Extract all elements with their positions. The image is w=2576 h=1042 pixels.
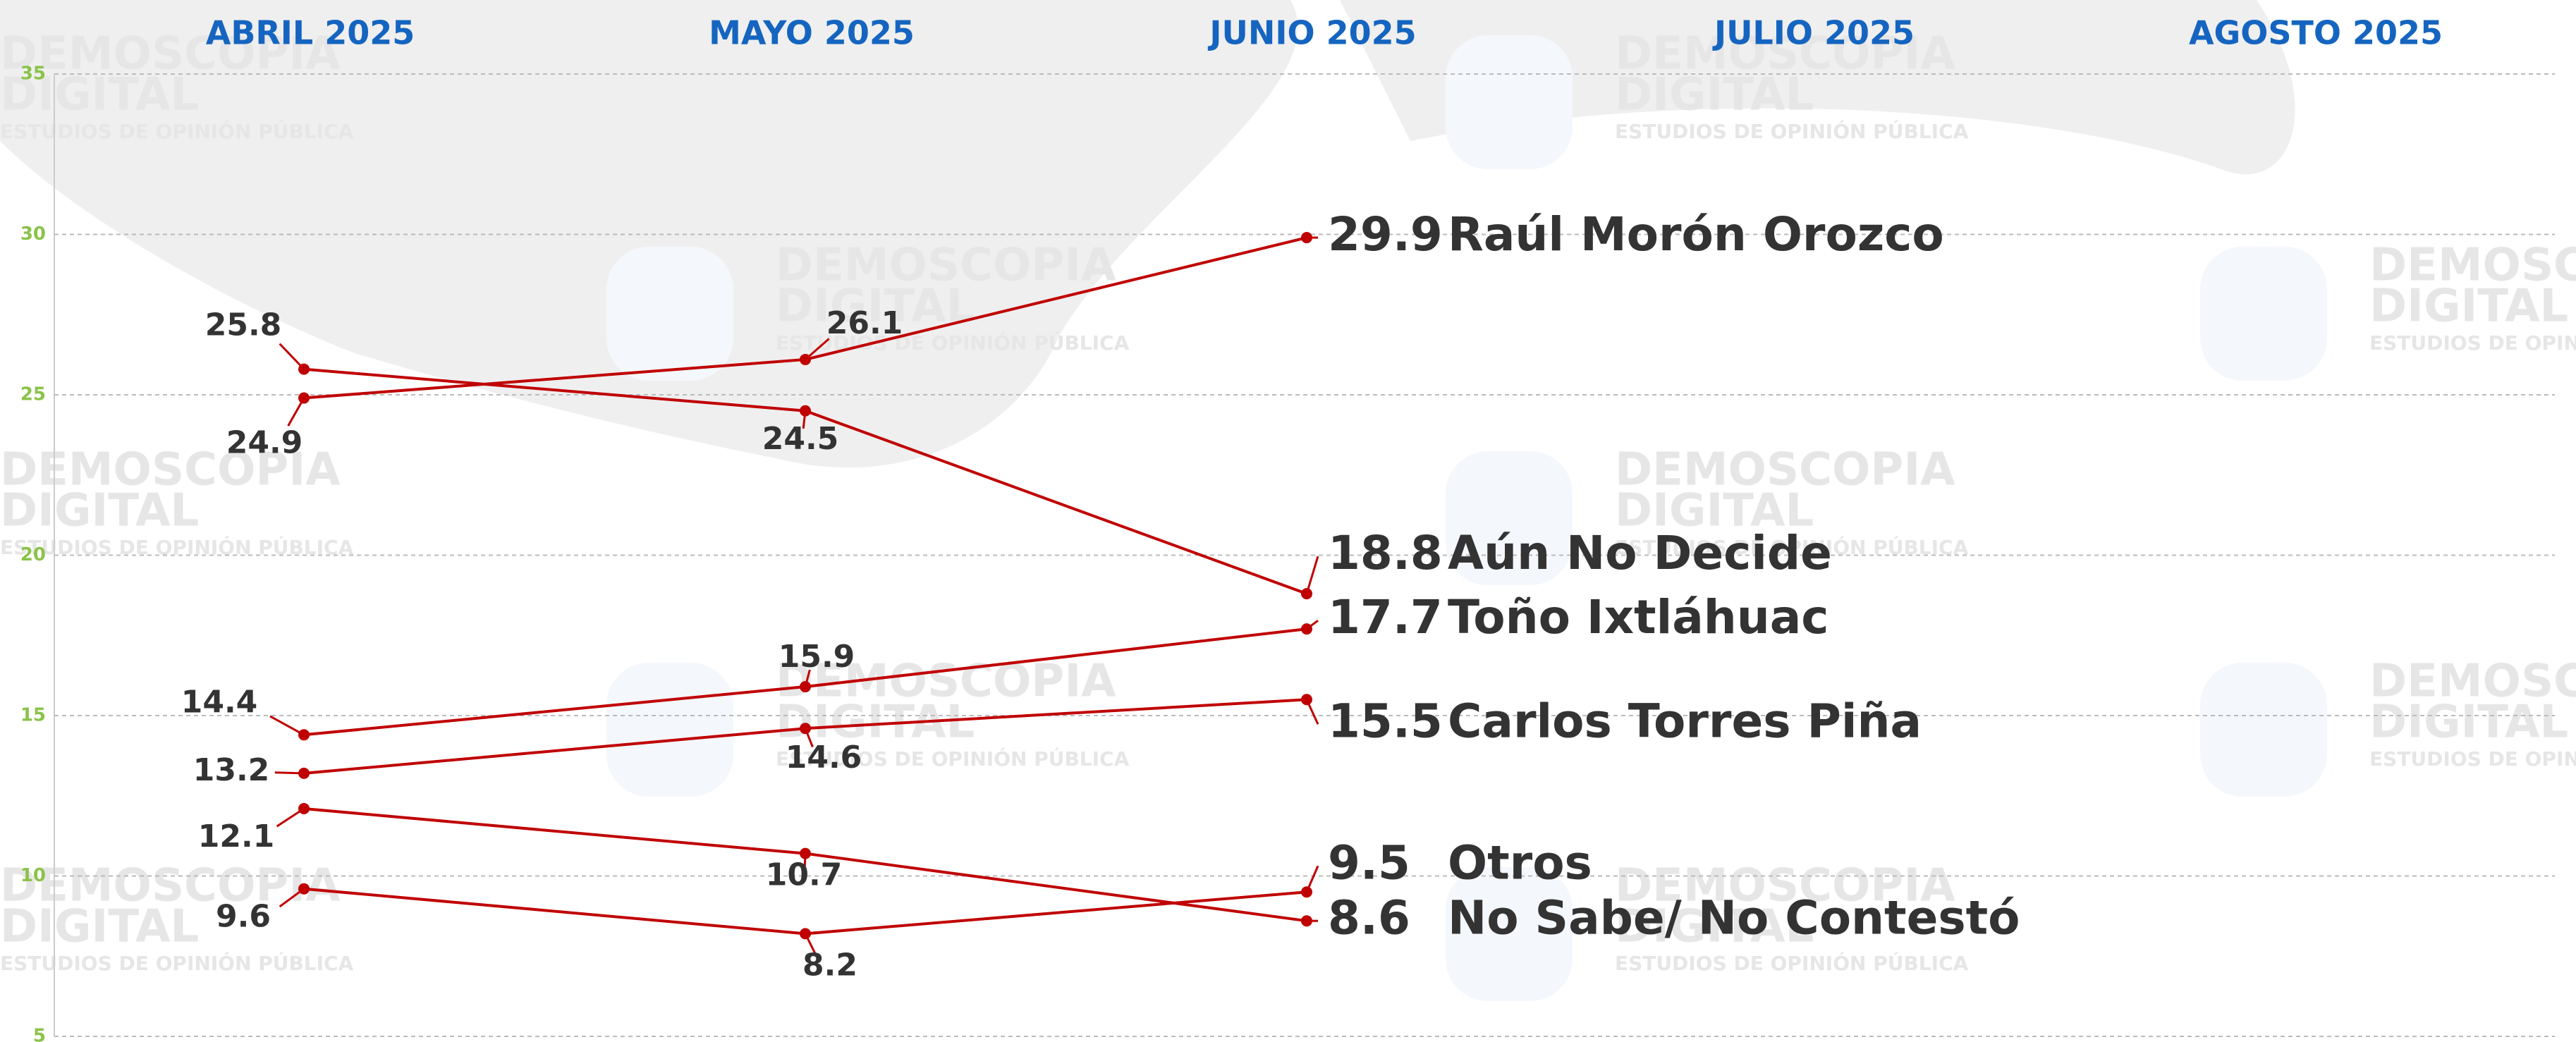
series-name: Carlos Torres Piña — [1448, 694, 1922, 748]
data-label: 17.7 — [1328, 590, 1443, 644]
watermark-text: DIGITAL — [0, 901, 199, 953]
leader-line — [287, 397, 305, 427]
x-tick-label: JULIO 2025 — [1712, 14, 1915, 52]
watermark-text: ESTUDIOS DE OPINIÓN PÚBLICA — [776, 331, 1130, 355]
data-label: 13.2 — [193, 752, 270, 788]
watermark-text: DIGITAL — [0, 485, 199, 537]
leader-line — [279, 888, 305, 908]
data-label: 18.8 — [1328, 526, 1443, 580]
watermark-text: DEMOSCOPIA — [1615, 28, 1955, 80]
watermark-text: DEMOSCOPIA — [776, 656, 1116, 708]
leader-line — [279, 343, 305, 370]
y-tick-label: 25 — [20, 384, 46, 405]
x-tick-label: JUNIO 2025 — [1207, 14, 1416, 52]
data-label: 14.4 — [181, 684, 258, 720]
data-label: 24.9 — [226, 425, 303, 461]
data-label: 24.5 — [762, 421, 839, 457]
watermark-text: DIGITAL — [776, 281, 975, 333]
data-label: 10.7 — [766, 857, 843, 893]
watermark-logo — [1446, 451, 1573, 585]
series-name: Aún No Decide — [1448, 526, 1832, 580]
data-label: 25.8 — [205, 307, 282, 343]
leader-line — [1306, 619, 1319, 630]
data-label: 15.5 — [1328, 694, 1443, 748]
data-label: 29.9 — [1328, 207, 1443, 262]
watermark-text: DIGITAL — [1615, 901, 1814, 953]
leader-line — [1305, 556, 1319, 594]
data-label: 8.6 — [1328, 890, 1410, 945]
series-line — [303, 887, 1307, 936]
series-name: Raúl Morón Orozco — [1448, 207, 1944, 262]
watermark-text: ESTUDIOS DE OPINIÓN PÚBLICA — [776, 747, 1130, 771]
leader-line — [802, 410, 807, 429]
watermark-text: ESTUDIOS DE OPINIÓN PÚBLICA — [0, 535, 354, 559]
watermark-logo — [1446, 35, 1573, 169]
watermark-text: DIGITAL — [2369, 697, 2568, 749]
leader-line — [804, 728, 814, 748]
watermark-text: DEMOSCOPIA — [1615, 860, 1955, 912]
data-label: 26.1 — [826, 305, 903, 341]
watermark-logo — [606, 247, 733, 381]
watermark-text: DEMOSCOPIA — [0, 444, 341, 496]
x-tick-label: MAYO 2025 — [709, 14, 915, 52]
data-label: 14.6 — [786, 740, 862, 776]
leader-line — [276, 807, 305, 828]
leader-line — [1305, 699, 1319, 725]
watermark-logo — [1446, 867, 1573, 1001]
watermark-logo — [2200, 663, 2327, 797]
x-tick-label: ABRIL 2025 — [206, 14, 415, 52]
y-tick-label: 5 — [33, 1026, 46, 1042]
data-label: 8.2 — [802, 947, 857, 983]
y-tick-label: 10 — [20, 865, 46, 886]
watermark-text: ESTUDIOS DE OPINIÓN PÚBLICA — [1615, 951, 1969, 975]
watermark-text: DIGITAL — [0, 69, 199, 121]
y-tick-label: 20 — [20, 544, 46, 565]
watermark-text: DIGITAL — [1615, 69, 1814, 121]
watermark-text: ESTUDIOS DE OPINIÓN PÚBLICA — [2369, 331, 2576, 355]
leader-line — [805, 338, 830, 361]
watermark-text: ESTUDIOS DE OPINIÓN PÚBLICA — [0, 119, 354, 143]
leader-line — [269, 715, 305, 736]
data-label: 9.6 — [216, 899, 271, 935]
watermark-text: ESTUDIOS DE OPINIÓN PÚBLICA — [1615, 119, 1969, 143]
watermark-text: DEMOSCOPIA — [2369, 656, 2576, 708]
y-tick-label: 35 — [20, 63, 46, 85]
x-tick-label: AGOSTO 2025 — [2189, 14, 2443, 52]
y-tick-label: 30 — [20, 223, 46, 245]
y-tick-label: 15 — [20, 705, 46, 726]
data-label: 15.9 — [779, 639, 855, 675]
leader-line — [804, 933, 817, 955]
watermark-logo — [606, 663, 733, 797]
leader-line — [1305, 865, 1319, 893]
watermark-text: DEMOSCOPIA — [776, 240, 1116, 292]
leader-line — [804, 669, 811, 687]
watermark-text: DEMOSCOPIA — [2369, 240, 2576, 292]
watermark-text: DEMOSCOPIA — [0, 28, 341, 80]
watermark-text: ESTUDIOS DE OPINIÓN PÚBLICA — [0, 951, 354, 975]
series-name: Toño Ixtláhuac — [1448, 590, 1829, 644]
series-name: Otros — [1448, 835, 1592, 890]
watermark-text: DIGITAL — [2369, 281, 2568, 333]
watermark-text: DEMOSCOPIA — [1615, 444, 1955, 496]
watermark-logo — [2200, 247, 2327, 381]
data-label: 9.5 — [1328, 835, 1410, 890]
map-shape — [0, 0, 2295, 468]
data-label: 12.1 — [198, 819, 275, 854]
series-name: No Sabe/ No Contestó — [1448, 890, 2020, 945]
watermark-text: ESTUDIOS DE OPINIÓN PÚBLICA — [2369, 747, 2576, 771]
watermark-text: DIGITAL — [1615, 485, 1814, 537]
